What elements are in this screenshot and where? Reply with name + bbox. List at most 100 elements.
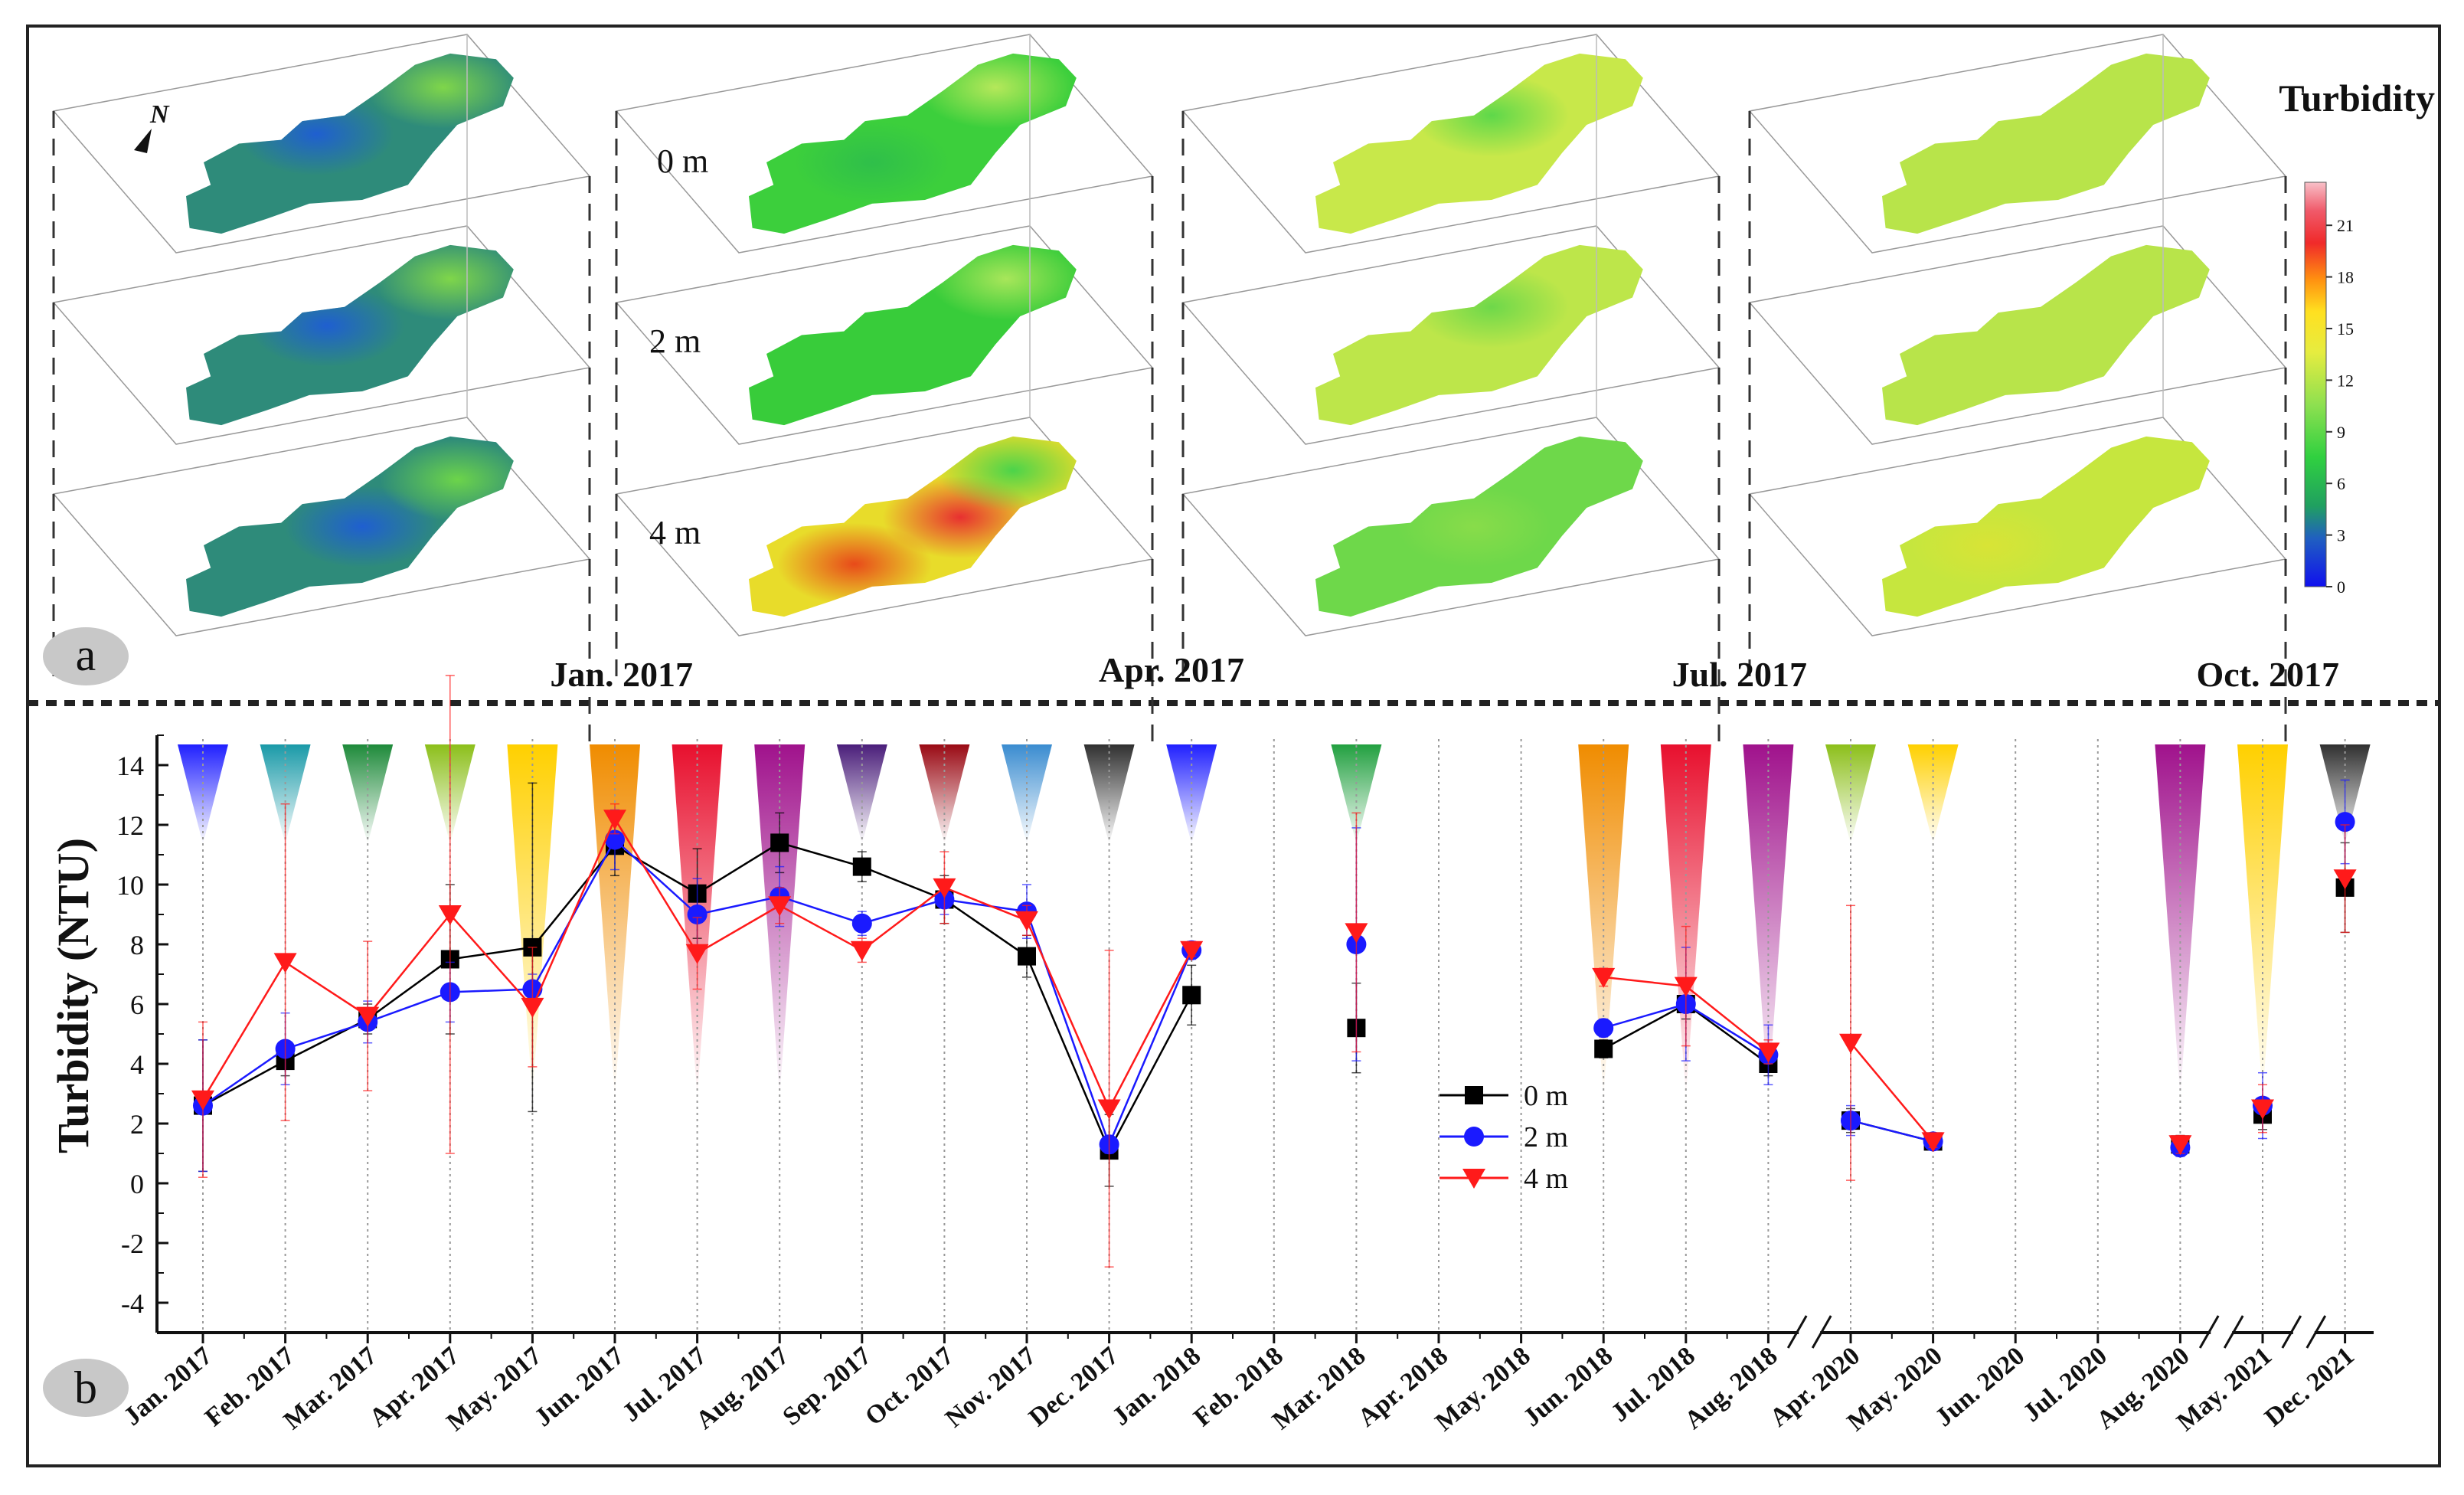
panel-b-label-badge: [43, 1359, 129, 1417]
axis-break-gap: [1799, 1310, 1821, 1356]
colorbar-ticks: 21 18 15 12 9 6 3 0: [2326, 216, 2354, 597]
data-point-circle: [1464, 1127, 1484, 1147]
legend-label: 4 m: [1524, 1163, 1568, 1195]
data-point-triangle: [1097, 1099, 1121, 1120]
map-title-jul-2017: Jul. 2017: [1672, 655, 1807, 694]
y-axis-label: Turbidity (NTU): [48, 838, 98, 1153]
data-point-circle: [851, 913, 872, 934]
map-title-apr-2017: Apr. 2017: [1099, 650, 1244, 689]
data-point-triangle: [685, 944, 709, 964]
colorbar-tick-label: 15: [2337, 319, 2354, 339]
turbidity-hotspot: [776, 522, 933, 606]
axis-break-mark: [2281, 1315, 2302, 1349]
y-tick-label: 10: [116, 870, 144, 901]
panel-a-label-badge: [43, 627, 129, 685]
map-title-jan-2017: Jan. 2017: [550, 655, 693, 694]
data-point-circle: [2335, 812, 2355, 833]
colorbar-tick-label: 21: [2337, 216, 2354, 235]
month-wedge: [1743, 744, 1794, 1097]
y-tick-label: 12: [116, 810, 144, 841]
data-point-square: [1018, 947, 1036, 966]
axis-break-mark: [2198, 1315, 2220, 1349]
data-point-triangle: [521, 997, 544, 1018]
data-point-triangle: [1839, 1033, 1862, 1054]
map-column: [1748, 34, 2287, 751]
y-tick-label: 14: [116, 751, 144, 781]
depth-label-4m: 4 m: [649, 514, 701, 551]
colorbar-tick-label: 18: [2337, 268, 2354, 287]
y-tick-label: 8: [130, 930, 144, 960]
colorbar-tick-label: 6: [2337, 474, 2345, 493]
data-point-triangle: [1345, 923, 1368, 944]
legend-label: 0 m: [1524, 1080, 1568, 1112]
month-wedge: [1578, 744, 1629, 1097]
data-point-triangle: [933, 878, 956, 898]
data-point-triangle: [1462, 1169, 1485, 1189]
panel-a-label: a: [43, 627, 129, 685]
data-point-circle: [605, 829, 625, 850]
data-point-triangle: [850, 941, 874, 961]
colorbar-tick-label: 12: [2337, 371, 2354, 390]
y-tick-label: 2: [130, 1109, 144, 1140]
axis-break-mark: [1811, 1315, 1832, 1349]
y-tick-label: -4: [121, 1288, 144, 1319]
data-point-circle: [1593, 1018, 1614, 1039]
data-point-triangle: [1921, 1132, 1945, 1153]
data-point-triangle: [768, 896, 792, 917]
data-point-square: [770, 833, 789, 852]
month-wedge: [1660, 744, 1711, 1097]
panel-b-letter: b: [74, 1363, 97, 1413]
y-tick-label: 0: [130, 1169, 144, 1199]
data-point-triangle: [273, 953, 297, 973]
turbidity-hotspot: [1396, 485, 1552, 568]
north-label: N: [149, 100, 170, 129]
axis-break-mark: [2223, 1315, 2244, 1349]
data-point-square: [1594, 1039, 1613, 1058]
lake-surface: [1882, 53, 2210, 234]
data-point-triangle: [2251, 1099, 2274, 1120]
month-wedge: [2155, 744, 2206, 1097]
data-point-triangle: [2168, 1135, 2192, 1156]
north-arrow-icon: [134, 129, 152, 153]
depth-label-2m: 2 m: [649, 322, 701, 360]
y-tick-label: 4: [130, 1049, 144, 1080]
data-point-triangle: [1674, 976, 1698, 997]
axis-break-gap: [2292, 1310, 2315, 1356]
data-point-triangle: [1015, 911, 1038, 931]
colorbar-tick-label: 0: [2337, 577, 2345, 597]
colorbar-tick-label: 3: [2337, 526, 2345, 545]
map-title-oct-2017: Oct. 2017: [2196, 655, 2339, 694]
lake-surface: [1882, 244, 2210, 426]
data-point-triangle: [356, 1006, 380, 1027]
axis-break-mark: [2306, 1315, 2327, 1349]
panel-a-letter: a: [76, 630, 96, 680]
plot-area: [191, 675, 2357, 1268]
colorbar-title: Turbidity: [2279, 77, 2435, 119]
y-tick-label: 6: [130, 990, 144, 1020]
month-wedge: [590, 744, 640, 1097]
depth-label-0m: 0 m: [657, 142, 708, 180]
map-column: [615, 34, 1154, 751]
series-2m: [193, 779, 2355, 1173]
axis-break-mark: [1786, 1315, 1808, 1349]
series-line: [1850, 1119, 1933, 1143]
legend: 0 m 2 m 4 m: [1440, 1080, 1568, 1195]
data-point-triangle: [1592, 967, 1616, 988]
data-point-triangle: [1180, 941, 1204, 961]
data-point-triangle: [1756, 1042, 1780, 1063]
colorbar-tick-label: 9: [2337, 423, 2345, 442]
data-point-circle: [687, 905, 708, 924]
series-line: [1850, 1042, 1934, 1143]
colorbar: [2304, 182, 2327, 587]
legend-label: 2 m: [1524, 1121, 1568, 1153]
north-arrow: N: [134, 100, 170, 153]
data-point-triangle: [2333, 869, 2357, 890]
data-point-square: [1465, 1086, 1483, 1104]
panel-b-label: b: [43, 1359, 129, 1417]
data-point-triangle: [191, 1090, 214, 1111]
turbidity-hotspot: [794, 121, 950, 204]
y-tick-label: -2: [121, 1228, 144, 1259]
data-point-square: [852, 857, 871, 876]
